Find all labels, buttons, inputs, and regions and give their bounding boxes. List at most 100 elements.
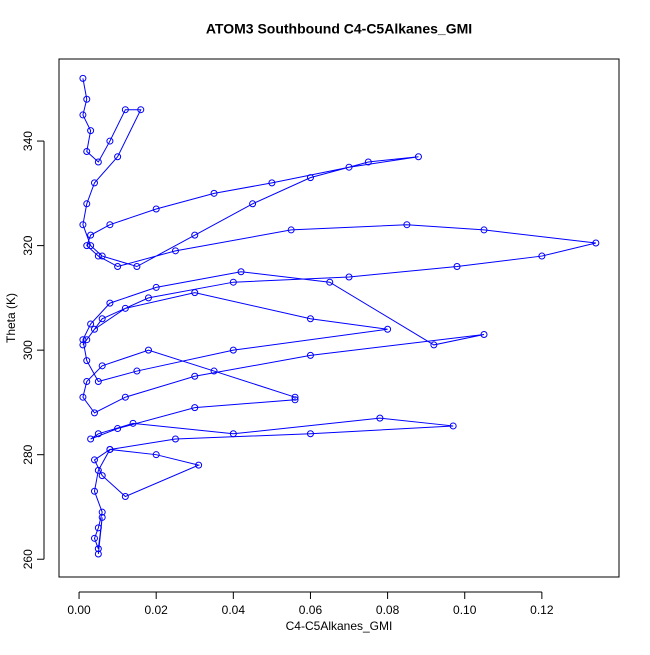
data-point xyxy=(83,148,91,156)
data-point xyxy=(106,299,114,307)
data-point xyxy=(83,336,91,344)
data-point xyxy=(94,545,102,553)
y-tick-label: 300 xyxy=(21,340,35,360)
data-point xyxy=(90,534,98,542)
x-tick-label: 0.08 xyxy=(376,603,400,617)
data-point xyxy=(94,466,102,474)
data-point xyxy=(121,106,129,114)
data-point xyxy=(94,550,102,558)
data-point xyxy=(79,111,87,119)
data-point xyxy=(403,221,411,229)
data-point xyxy=(414,153,422,161)
data-point xyxy=(98,362,106,370)
y-tick-label: 260 xyxy=(21,549,35,569)
data-point xyxy=(129,419,137,427)
data-point xyxy=(98,513,106,521)
data-point xyxy=(306,430,314,438)
x-tick-label: 0.12 xyxy=(530,603,554,617)
data-point xyxy=(326,278,334,286)
y-tick-label: 340 xyxy=(21,131,35,151)
data-point xyxy=(114,153,122,161)
data-point xyxy=(87,242,95,250)
data-point xyxy=(229,278,237,286)
data-point xyxy=(306,315,314,323)
data-point xyxy=(592,239,600,247)
data-point xyxy=(538,252,546,260)
data-point xyxy=(106,445,114,453)
data-point xyxy=(83,378,91,386)
data-point xyxy=(364,158,372,166)
y-tick-label: 320 xyxy=(21,235,35,255)
data-point xyxy=(98,508,106,516)
data-point xyxy=(191,231,199,239)
y-tick-label: 280 xyxy=(21,444,35,464)
data-point xyxy=(453,263,461,271)
data-point xyxy=(229,430,237,438)
data-point xyxy=(87,127,95,135)
data-point xyxy=(121,493,129,501)
data-point xyxy=(90,409,98,417)
x-axis-label: C4-C5Alkanes_GMI xyxy=(286,619,393,633)
data-point xyxy=(152,451,160,459)
data-point xyxy=(83,357,91,365)
data-point xyxy=(90,179,98,187)
data-point xyxy=(133,367,141,375)
data-point xyxy=(90,325,98,333)
data-point xyxy=(191,404,199,412)
data-point xyxy=(291,396,299,404)
x-tick-label: 0.02 xyxy=(145,603,169,617)
data-point xyxy=(98,315,106,323)
data-point xyxy=(195,461,203,469)
data-point xyxy=(133,263,141,271)
data-point xyxy=(171,435,179,443)
data-point xyxy=(384,325,392,333)
data-point xyxy=(449,422,457,430)
data-point xyxy=(94,158,102,166)
data-point xyxy=(90,487,98,495)
data-point xyxy=(268,179,276,187)
data-point xyxy=(291,393,299,401)
data-point xyxy=(114,425,122,433)
data-point xyxy=(79,74,87,82)
data-point xyxy=(94,378,102,386)
data-point xyxy=(98,252,106,260)
data-point xyxy=(306,174,314,182)
data-point xyxy=(144,346,152,354)
data-point xyxy=(98,472,106,480)
data-point xyxy=(191,372,199,380)
data-point xyxy=(83,200,91,208)
plot-box xyxy=(58,58,620,578)
data-point xyxy=(430,341,438,349)
data-point xyxy=(210,367,218,375)
data-point xyxy=(480,226,488,234)
data-point xyxy=(376,414,384,422)
data-point xyxy=(306,351,314,359)
data-point xyxy=(79,221,87,229)
data-point xyxy=(106,221,114,229)
data-point xyxy=(90,456,98,464)
data-point xyxy=(87,231,95,239)
data-point xyxy=(210,189,218,197)
data-point xyxy=(83,242,91,250)
data-point xyxy=(121,304,129,312)
data-point xyxy=(152,205,160,213)
data-point xyxy=(480,330,488,338)
data-point xyxy=(229,346,237,354)
data-point xyxy=(137,106,145,114)
data-line xyxy=(82,78,596,555)
data-point xyxy=(94,252,102,260)
x-tick-label: 0.04 xyxy=(222,603,246,617)
data-point xyxy=(345,273,353,281)
data-point xyxy=(79,341,87,349)
data-point xyxy=(87,435,95,443)
data-point xyxy=(121,393,129,401)
chart-title: ATOM3 Southbound C4-C5Alkanes_GMI xyxy=(206,21,472,37)
x-tick-label: 0.00 xyxy=(67,603,91,617)
x-tick-label: 0.10 xyxy=(453,603,477,617)
data-point xyxy=(249,200,257,208)
data-point xyxy=(79,336,87,344)
data-point xyxy=(79,393,87,401)
data-point xyxy=(152,283,160,291)
